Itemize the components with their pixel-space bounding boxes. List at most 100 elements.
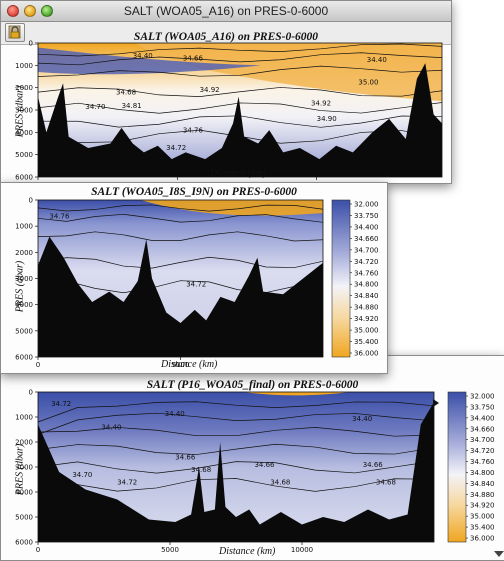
colorbar-label: 32.000 [470, 393, 495, 401]
contour-label: 34.76 [183, 126, 204, 134]
contour-label: 34.66 [183, 54, 204, 62]
window-p16: 34.72 34.40 34.40 34.40 34.70 34.66 34.68 34.72… [0, 355, 504, 561]
bathymetry [38, 402, 434, 542]
colorbar-label: 34.920 [470, 502, 495, 510]
contour-line [37, 401, 435, 423]
y-tick-label: 0 [29, 40, 33, 48]
y-tick-label: 4000 [15, 129, 33, 137]
contour-label: 34.92 [200, 86, 220, 94]
bathymetry [38, 63, 442, 177]
window-title: SALT (WOA05_A16) on PRES-0-6000 [123, 4, 329, 18]
contour-label: 34.68 [116, 88, 136, 96]
window-i8s-i9n: SALT (WOA05_I8S_I9N) on PRES-0-6000 PRES… [0, 182, 388, 374]
x-tick-label: 0 [36, 546, 40, 554]
colorbar-label: 34.840 [354, 292, 379, 300]
contour-label: 34.72 [117, 479, 137, 487]
close-button[interactable] [7, 5, 19, 17]
contour-label: 34.68 [191, 466, 211, 474]
contour-label: 34.66 [175, 454, 196, 462]
y-tick-label: 1000 [15, 414, 33, 422]
window-a16: SALT (WOA05_A16) on PRES-0-6000 SALT (WO… [0, 0, 452, 184]
colorbar-label: 34.760 [470, 458, 495, 466]
y-tick-label: 3000 [15, 464, 33, 472]
colorbar-label: 34.840 [470, 480, 495, 488]
y-tick-label: 2000 [15, 84, 33, 92]
contour-line [37, 256, 324, 269]
contour-line [37, 87, 443, 98]
contour-line [37, 52, 443, 66]
contour-label: 34.90 [317, 115, 337, 123]
contour-label: 34.68 [376, 479, 396, 487]
saline-water-mass [135, 43, 442, 102]
colorbar-label: 34.700 [354, 246, 379, 254]
contour-line [37, 65, 443, 77]
contour-label: 34.76 [49, 212, 70, 220]
y-tick-label: 5000 [15, 327, 33, 335]
y-tick-label: 6000 [15, 354, 33, 362]
zoom-button[interactable] [41, 5, 53, 17]
colorbar-label: 35.000 [470, 513, 495, 521]
salinity-section-a16: 34.40 34.66 34.40 34.68 34.92 35.00 34.81 34.70… [15, 40, 443, 183]
colorbar-label: 34.660 [470, 425, 495, 433]
y-tick-label: 3000 [15, 275, 33, 283]
contour-line [37, 213, 324, 223]
window-titlebar[interactable]: SALT (WOA05_A16) on PRES-0-6000 [1, 1, 451, 22]
y-tick-label: 4000 [15, 489, 33, 497]
contour-label: 34.66 [363, 461, 384, 469]
colorbar-label: 34.800 [470, 469, 495, 477]
y-tick-label: 3000 [15, 107, 33, 115]
y-tick-label: 0 [29, 197, 33, 205]
colorbar-label: 34.800 [354, 281, 379, 289]
contour-line [37, 231, 324, 242]
y-tick-label: 1000 [15, 223, 33, 231]
colorbar-label: 34.400 [354, 223, 379, 231]
x-tick-label: 5000 [172, 361, 190, 369]
saline-water-mass [140, 200, 323, 216]
x-axis-label: Distance (km) [210, 168, 267, 179]
lock-toolbar-button[interactable] [5, 23, 25, 42]
x-tick-label: 5000 [161, 546, 179, 554]
colorbar-label: 34.720 [470, 447, 495, 455]
contour-label: 34.70 [85, 103, 105, 111]
x-axis-label: Distance (km) [161, 359, 218, 370]
colorbar-label: 34.660 [354, 235, 379, 243]
colorbar [447, 391, 467, 543]
colorbar-label: 34.720 [354, 258, 379, 266]
colorbar-label: 35.400 [354, 338, 379, 346]
contour-label: 34.72 [51, 400, 71, 408]
bathymetry [38, 236, 323, 357]
fresh-water-mass [38, 47, 261, 75]
contour-line [37, 102, 443, 114]
colorbar-label: 33.750 [470, 403, 495, 411]
colorbar-label: 32.000 [354, 201, 379, 209]
contour-line [37, 279, 324, 294]
y-tick-label: 1000 [15, 62, 33, 70]
y-tick-label: 6000 [15, 539, 33, 547]
colorbar-label: 34.760 [354, 269, 379, 277]
saline-water-mass [243, 392, 350, 396]
colorbar-label: 36.000 [354, 350, 379, 358]
y-tick-label: 5000 [15, 151, 33, 159]
colorbar-label: 35.400 [470, 524, 495, 532]
y-axis-label: PRES (dbar) [14, 443, 26, 496]
salinity-field [38, 392, 434, 542]
colorbar-label: 35.000 [354, 327, 379, 335]
minimize-button[interactable] [24, 5, 36, 17]
contour-label: 34.92 [311, 100, 331, 108]
plot-title: SALT (WOA05_A16) on PRES-0-6000 [133, 31, 319, 43]
contour-line [37, 412, 435, 435]
colorbar [331, 199, 351, 358]
x-axis-label: Distance (km) [219, 546, 276, 557]
colorbar-label: 36.000 [470, 535, 495, 543]
contour-label: 34.72 [186, 280, 206, 288]
contour-label: 34.40 [352, 415, 372, 423]
contour-label: 34.72 [166, 144, 186, 152]
plot-title: SALT (WOA05_I8S_I9N) on PRES-0-6000 [91, 186, 297, 198]
y-tick-label: 4000 [15, 301, 33, 309]
contour-label: 34.70 [72, 471, 92, 479]
y-tick-label: 0 [29, 389, 33, 397]
contour-label: 34.40 [101, 424, 121, 432]
contour-label: 34.81 [122, 102, 142, 110]
colorbar-pointer-icon[interactable] [433, 399, 439, 407]
